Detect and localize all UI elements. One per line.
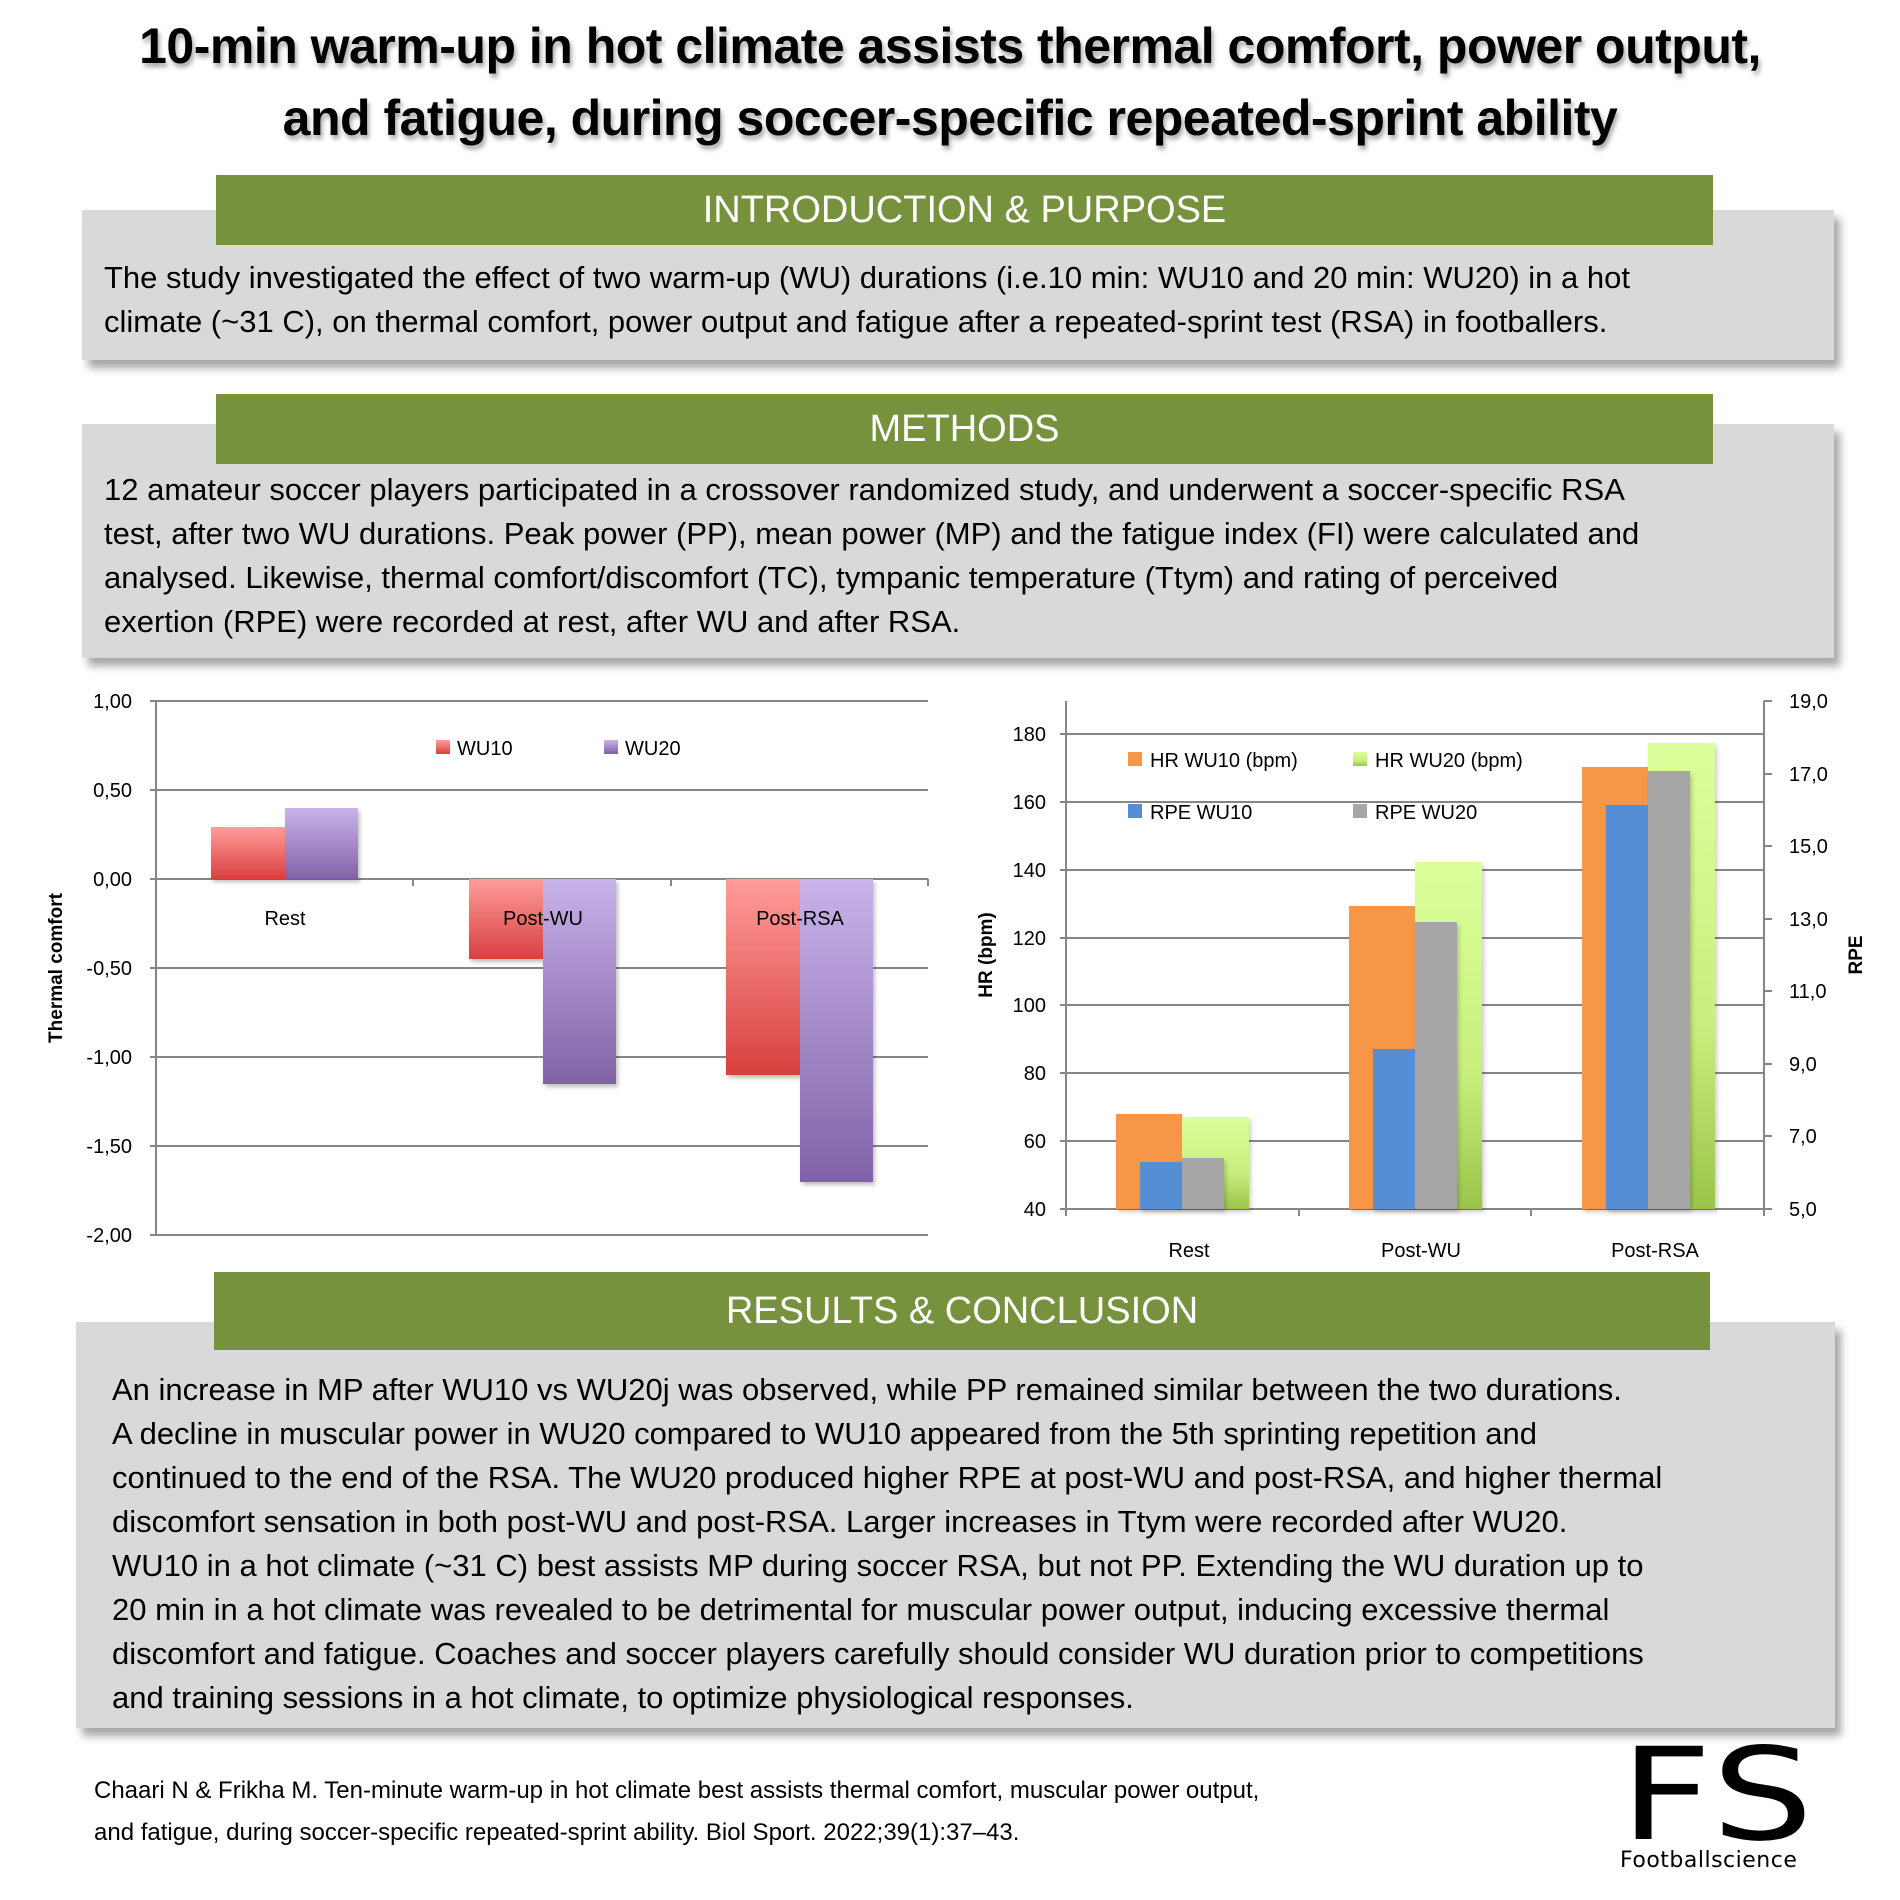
results-line: A decline in muscular power in WU20 comp… [112, 1416, 1538, 1451]
ytick: 0,50 [93, 780, 132, 802]
results-heading: RESULTS & CONCLUSION [214, 1272, 1710, 1350]
methods-text: 12 amateur soccer players participated i… [104, 468, 1639, 644]
bar-postrsa-rpe-wu10 [1606, 805, 1648, 1209]
results-line: discomfort sensation in both post-WU and… [112, 1504, 1568, 1539]
ytick-rpe: 7,0 [1789, 1126, 1817, 1148]
intro-heading: INTRODUCTION & PURPOSE [216, 175, 1713, 245]
category-label: Rest [1168, 1240, 1210, 1262]
results-line: An increase in MP after WU10 vs WU20j wa… [112, 1372, 1622, 1407]
bar-postwu-wu10 [469, 879, 543, 959]
bar-postrsa-wu20 [800, 879, 873, 1182]
results-line: 20 min in a hot climate was revealed to … [112, 1592, 1610, 1627]
legend-label-hr-wu20: HR WU20 (bpm) [1375, 750, 1523, 772]
methods-line: exertion (RPE) were recorded at rest, af… [104, 604, 961, 639]
logo-name: Footballscience [1620, 1848, 1798, 1873]
category-label: Post-RSA [1611, 1240, 1699, 1262]
ytick-rpe: 13,0 [1789, 909, 1828, 931]
citation: Chaari N & Frikha M. Ten-minute warm-up … [94, 1770, 1259, 1854]
bar-rest-wu10 [211, 827, 285, 879]
ytick-hr: 180 [1013, 724, 1046, 746]
legend-swatch-rpe-wu20 [1353, 804, 1367, 818]
methods-line: test, after two WU durations. Peak power… [104, 516, 1640, 551]
legend-label-rpe-wu20: RPE WU20 [1375, 802, 1477, 824]
ytick-hr: 40 [1024, 1199, 1046, 1221]
ytick: 0,00 [93, 869, 132, 891]
results-panel [76, 1322, 1835, 1728]
methods-line: 12 amateur soccer players participated i… [104, 472, 1625, 507]
bar-rest-rpe-wu10 [1140, 1162, 1182, 1209]
methods-line: analysed. Likewise, thermal comfort/disc… [104, 560, 1559, 595]
ytick-rpe: 17,0 [1789, 764, 1828, 786]
title-line-1: 10-min warm-up in hot climate assists th… [139, 18, 1761, 74]
legend-label-wu20: WU20 [625, 738, 681, 760]
right-legend: HR WU10 (bpm) HR WU20 (bpm) RPE WU10 RPE… [1128, 750, 1523, 824]
left-bars [211, 808, 873, 1182]
legend-label-rpe-wu10: RPE WU10 [1150, 802, 1252, 824]
results-line: and training sessions in a hot climate, … [112, 1680, 1134, 1715]
ytick: -2,00 [86, 1225, 132, 1247]
methods-heading: METHODS [216, 394, 1713, 464]
bar-postwu-rpe-wu20 [1415, 922, 1457, 1209]
ytick: -1,50 [86, 1136, 132, 1158]
category-label: Post-RSA [756, 908, 844, 930]
logo-mark: FS [1620, 1721, 1816, 1870]
methods-heading-text: METHODS [869, 407, 1060, 450]
legend-label-wu10: WU10 [457, 738, 513, 760]
category-label: Rest [264, 908, 306, 930]
results-heading-text: RESULTS & CONCLUSION [725, 1289, 1199, 1332]
y-axis-label-hr: HR (bpm) [976, 912, 997, 997]
ytick: 1,00 [93, 691, 132, 713]
bar-postrsa-rpe-wu20 [1648, 771, 1690, 1209]
bar-postwu-wu20 [543, 879, 616, 1084]
legend-swatch-wu20 [604, 740, 618, 754]
bar-postrsa-wu10 [726, 879, 800, 1075]
ytick-rpe: 11,0 [1789, 981, 1826, 1003]
citation-line-1: Chaari N & Frikha M. Ten-minute warm-up … [94, 1777, 1260, 1804]
legend-swatch-wu10 [436, 740, 450, 754]
legend-swatch-hr-wu10 [1128, 752, 1142, 766]
intro-text: The study investigated the effect of two… [104, 256, 1630, 344]
hr-rpe-chart: 40 60 80 100 120 140 160 180 5,0 7,0 9,0… [976, 691, 1867, 1262]
legend-swatch-rpe-wu10 [1128, 804, 1142, 818]
intro-line: The study investigated the effect of two… [104, 260, 1630, 295]
results-text: An increase in MP after WU10 vs WU20j wa… [112, 1368, 1662, 1720]
category-label: Post-WU [1381, 1240, 1461, 1262]
left-legend: WU10 WU20 [436, 738, 681, 760]
intro-heading-text: INTRODUCTION & PURPOSE [702, 188, 1227, 231]
bar-rest-wu20 [285, 808, 358, 879]
bar-rest-rpe-wu20 [1182, 1158, 1224, 1209]
ytick: -1,00 [86, 1047, 132, 1069]
ytick-rpe: 15,0 [1789, 836, 1828, 858]
ytick-rpe: 9,0 [1789, 1054, 1817, 1076]
ytick-rpe: 5,0 [1789, 1199, 1817, 1221]
ytick: -0,50 [86, 958, 132, 980]
legend-label-hr-wu10: HR WU10 (bpm) [1150, 750, 1298, 772]
poster-title: 10-min warm-up in hot climate assists th… [0, 10, 1900, 154]
legend-swatch-hr-wu20 [1353, 752, 1367, 766]
category-label: Post-WU [503, 908, 583, 930]
title-line-2: and fatigue, during soccer-specific repe… [282, 90, 1618, 146]
thermal-comfort-chart: 1,00 0,50 0,00 -0,50 -1,00 -1,50 -2,00 R… [46, 691, 929, 1247]
ytick-hr: 60 [1024, 1131, 1046, 1153]
bar-postwu-rpe-wu10 [1373, 1049, 1415, 1209]
intro-line: climate (~31 C), on thermal comfort, pow… [104, 304, 1608, 339]
y-axis-label-rpe: RPE [1846, 935, 1867, 974]
ytick-rpe: 19,0 [1789, 691, 1828, 713]
right-rpe-bars [1140, 771, 1690, 1209]
results-line: discomfort and fatigue. Coaches and socc… [112, 1636, 1644, 1671]
ytick-hr: 120 [1013, 928, 1046, 950]
ytick-hr: 160 [1013, 792, 1046, 814]
ytick-hr: 100 [1013, 995, 1046, 1017]
ytick-hr: 80 [1024, 1063, 1046, 1085]
y-axis-label: Thermal comfort [46, 892, 67, 1043]
results-line: WU10 in a hot climate (~31 C) best assis… [112, 1548, 1644, 1583]
footballscience-logo: FS Footballscience [1620, 1732, 1835, 1873]
citation-line-2: and fatigue, during soccer-specific repe… [94, 1819, 1020, 1846]
results-line: continued to the end of the RSA. The WU2… [112, 1460, 1663, 1495]
ytick-hr: 140 [1013, 860, 1046, 882]
